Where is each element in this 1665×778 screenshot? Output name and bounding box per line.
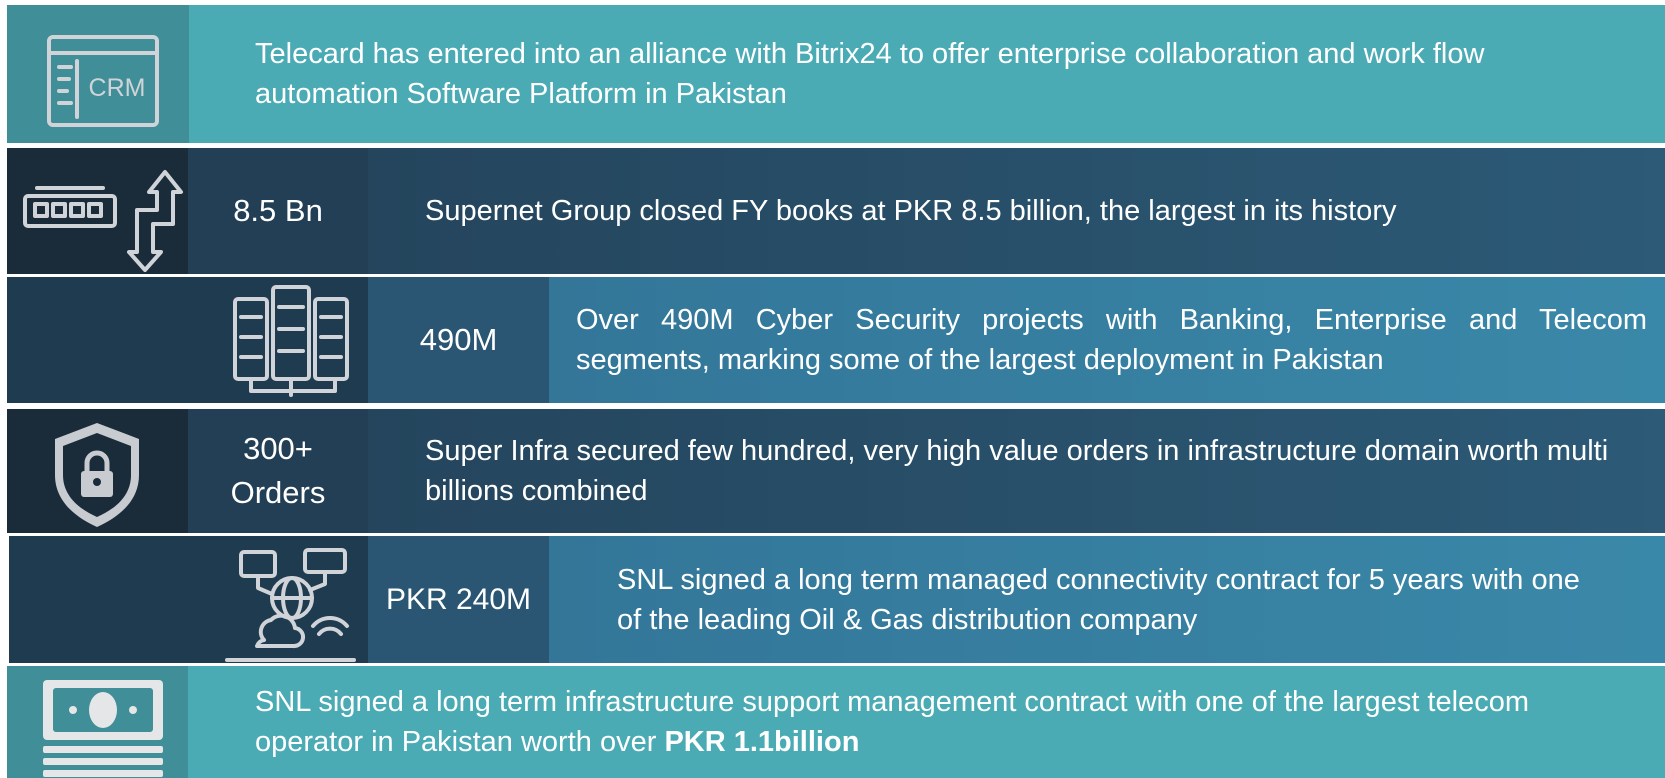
text-highlight: PKR 1.1billion <box>664 726 860 758</box>
icon-panel <box>9 536 368 663</box>
server-icon <box>233 285 349 397</box>
figure: 8.5 Bn <box>188 148 368 274</box>
row-text: SNL signed a long term managed connectiv… <box>617 536 1612 663</box>
row-text: Supernet Group closed FY books at PKR 8.… <box>425 148 1612 274</box>
row: PKR 240M SNL signed a long term managed … <box>9 536 1665 663</box>
text: Supernet Group closed FY books at PKR 8.… <box>425 195 1397 227</box>
row: 300+ Orders Super Infra secured few hund… <box>7 409 1665 533</box>
figure: 490M <box>368 277 549 403</box>
row: 490M Over 490M Cyber Security projects w… <box>7 277 1665 403</box>
row: CRM Telecard has entered into an allianc… <box>7 5 1665 143</box>
network-icon <box>225 548 356 662</box>
figure: 300+ Orders <box>188 409 368 533</box>
icon-panel <box>7 409 188 533</box>
icon-label: CRM <box>89 74 146 102</box>
money-icon <box>43 680 163 777</box>
shield-icon <box>55 423 139 527</box>
icon-panel <box>7 148 188 274</box>
row-text: SNL signed a long term infrastructure su… <box>255 666 1619 778</box>
row-text: Over 490M Cyber Security projects with B… <box>576 277 1647 403</box>
text: Telecard has entered into an alliance wi… <box>255 38 1485 110</box>
text-main: SNL signed a long term infrastructure su… <box>255 686 1529 758</box>
icon-panel <box>7 666 188 778</box>
text: Super Infra secured few hundred, very hi… <box>425 435 1609 507</box>
switch-icon <box>23 170 183 272</box>
text: SNL signed a long term managed connectiv… <box>617 563 1580 636</box>
row: SNL signed a long term infrastructure su… <box>7 666 1665 778</box>
row-text: Super Infra secured few hundred, very hi… <box>425 409 1612 533</box>
crm-icon: CRM <box>47 35 159 127</box>
row-text: Telecard has entered into an alliance wi… <box>255 5 1619 143</box>
icon-panel <box>7 277 368 403</box>
text: Over 490M Cyber Security projects with B… <box>576 304 1647 376</box>
figure: PKR 240M <box>368 536 549 663</box>
row: 8.5 Bn Supernet Group closed FY books at… <box>7 148 1665 274</box>
text: SNL signed a long term infrastructure su… <box>255 682 1619 762</box>
icon-panel: CRM <box>7 5 189 143</box>
